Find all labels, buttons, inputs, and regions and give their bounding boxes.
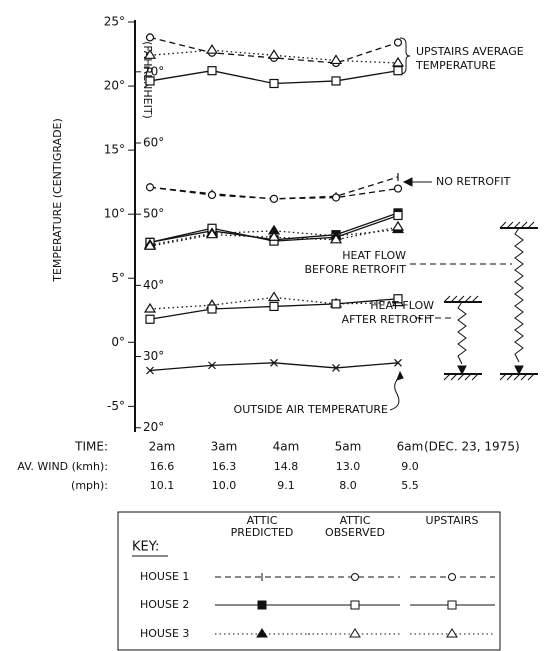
key-column: ATTIC bbox=[340, 514, 371, 527]
series-line bbox=[149, 228, 399, 246]
wind-kmh: 16.6 bbox=[150, 460, 175, 473]
x-tick-label: 4am bbox=[273, 440, 300, 454]
annotation: TEMPERATURE bbox=[415, 59, 496, 72]
point bbox=[393, 38, 403, 47]
annotation: NO RETROFIT bbox=[436, 175, 511, 188]
point bbox=[393, 66, 403, 76]
point bbox=[393, 184, 403, 193]
y-tick-label: 0° bbox=[111, 335, 125, 349]
point bbox=[270, 358, 278, 367]
annotation: BEFORE RETROFIT bbox=[305, 263, 407, 276]
y-tick-label: 20° bbox=[104, 79, 125, 93]
y2-tick-label: 60° bbox=[143, 136, 164, 150]
wind-mph: 9.1 bbox=[277, 479, 295, 492]
wind-mph: 8.0 bbox=[339, 479, 357, 492]
point bbox=[331, 76, 341, 86]
wind-kmh: 14.8 bbox=[274, 460, 299, 473]
point bbox=[143, 240, 157, 250]
series-line bbox=[149, 226, 399, 247]
point bbox=[267, 231, 281, 241]
point bbox=[145, 33, 155, 42]
point bbox=[331, 299, 341, 309]
y-tick-label: 15° bbox=[104, 143, 125, 157]
wind-mph: 10.0 bbox=[212, 479, 237, 492]
wind-mph: 10.1 bbox=[150, 479, 175, 492]
key-column: ATTIC bbox=[247, 514, 278, 527]
y2-tick-label: 30° bbox=[143, 349, 164, 363]
x-tick-label: 6am bbox=[397, 440, 424, 454]
point bbox=[207, 304, 217, 314]
point bbox=[143, 49, 157, 59]
annotation: AFTER RETROFIT bbox=[342, 313, 435, 326]
point bbox=[205, 228, 219, 239]
heat-flow-diagram bbox=[389, 37, 538, 411]
point bbox=[145, 314, 155, 324]
y-tick-label: 5° bbox=[111, 271, 125, 285]
wind-kmh: 13.0 bbox=[336, 460, 361, 473]
series-line bbox=[149, 49, 399, 64]
y2-tick-label: 70° bbox=[143, 64, 164, 78]
point bbox=[267, 49, 281, 59]
x-tick-label: 3am bbox=[211, 440, 238, 454]
annotation: UPSTAIRS AVERAGE bbox=[416, 45, 524, 58]
point bbox=[391, 220, 405, 231]
row-label: (mph): bbox=[71, 479, 108, 492]
point bbox=[145, 183, 155, 192]
key-row: HOUSE 1 bbox=[140, 570, 189, 583]
point bbox=[146, 366, 154, 375]
row-label: AV. WIND (kmh): bbox=[17, 460, 108, 473]
point bbox=[394, 358, 402, 367]
date: (DEC. 23, 1975) bbox=[424, 440, 520, 454]
annotation: HEAT FLOW bbox=[342, 249, 406, 262]
point bbox=[207, 190, 217, 200]
key-row: HOUSE 2 bbox=[140, 598, 189, 611]
annotation: HEAT FLOW bbox=[370, 299, 434, 312]
y-tick-label: 25° bbox=[104, 15, 125, 29]
point bbox=[332, 364, 340, 372]
point bbox=[391, 56, 405, 67]
point bbox=[393, 210, 403, 221]
key-column: OBSERVED bbox=[325, 526, 385, 539]
series-line bbox=[149, 362, 399, 372]
row-label: TIME: bbox=[74, 440, 108, 454]
key-column: UPSTAIRS bbox=[426, 514, 479, 527]
series-line bbox=[149, 36, 399, 64]
point bbox=[269, 301, 279, 312]
annotation: OUTSIDE AIR TEMPERATURE bbox=[234, 403, 389, 416]
key: KEY: ATTIC PREDICTED ATTIC OBSERVED UPST… bbox=[117, 511, 501, 651]
point bbox=[267, 291, 281, 302]
point bbox=[143, 302, 157, 313]
x-tick-label: 5am bbox=[335, 440, 362, 454]
point bbox=[207, 66, 217, 76]
point bbox=[393, 294, 403, 304]
point bbox=[331, 193, 341, 202]
y2-tick-label: 50° bbox=[143, 207, 164, 221]
y2-tick-label: 40° bbox=[143, 278, 164, 292]
point bbox=[269, 194, 279, 203]
wind-kmh: 16.3 bbox=[212, 460, 237, 473]
point bbox=[329, 233, 343, 244]
y-axis-label: TEMPERATURE (CENTIGRADE) bbox=[51, 118, 64, 283]
point bbox=[329, 54, 343, 65]
point bbox=[208, 361, 216, 370]
x-tick-label: 2am bbox=[149, 440, 176, 454]
key-title: KEY: bbox=[132, 540, 159, 555]
point bbox=[269, 78, 279, 89]
key-column: PREDICTED bbox=[231, 526, 294, 539]
y2-tick-label: 20° bbox=[143, 420, 164, 434]
point bbox=[145, 76, 155, 86]
wind-mph: 5.5 bbox=[401, 479, 419, 492]
y-tick-label: -5° bbox=[107, 399, 125, 413]
series-line bbox=[149, 296, 399, 310]
key-row: HOUSE 3 bbox=[140, 627, 189, 640]
point bbox=[205, 44, 219, 54]
y-tick-label: 10° bbox=[104, 207, 125, 221]
wind-kmh: 9.0 bbox=[401, 460, 419, 473]
